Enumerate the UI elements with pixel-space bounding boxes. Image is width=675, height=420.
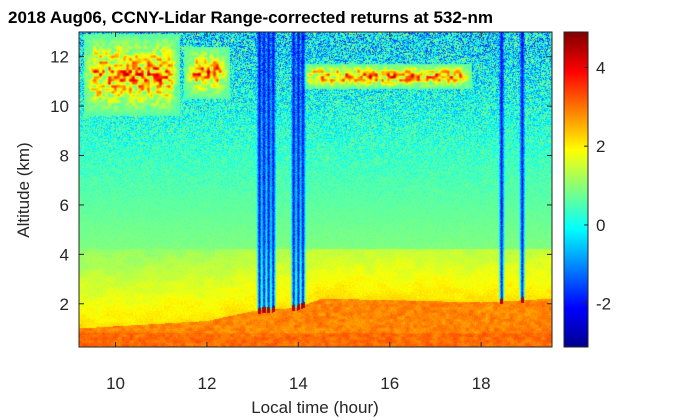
chart-title: 2018 Aug06, CCNY-Lidar Range-corrected r… — [8, 8, 493, 27]
colorbar — [563, 31, 589, 348]
y-axis-label: Altitude (km) — [14, 142, 33, 237]
x-tick-label: 10 — [106, 374, 125, 393]
x-axis-label: Local time (hour) — [251, 398, 379, 417]
y-tick-label: 12 — [50, 48, 69, 67]
y-tick-label: 4 — [60, 245, 69, 264]
y-tick-label: 10 — [50, 97, 69, 116]
heatmap-image — [79, 32, 552, 347]
colorbar-tick-label: 0 — [596, 216, 605, 235]
x-axis: 10 12 14 16 18 — [106, 32, 491, 393]
colorbar-axis: 4 2 0 -2 — [584, 58, 611, 314]
colorbar-tick-label: 4 — [596, 58, 605, 77]
x-tick-label: 18 — [472, 374, 491, 393]
x-tick-label: 12 — [198, 374, 217, 393]
plot-area-frame — [78, 31, 553, 348]
heatmap-layer — [79, 32, 552, 347]
colorbar-tick-label: -2 — [596, 295, 611, 314]
y-axis: 2 4 6 8 10 12 — [50, 48, 552, 314]
y-tick-label: 2 — [60, 295, 69, 314]
x-tick-label: 16 — [380, 374, 399, 393]
x-tick-label: 14 — [289, 374, 308, 393]
y-tick-label: 6 — [60, 196, 69, 215]
colorbar-tick-label: 2 — [596, 137, 605, 156]
y-tick-label: 8 — [60, 147, 69, 166]
